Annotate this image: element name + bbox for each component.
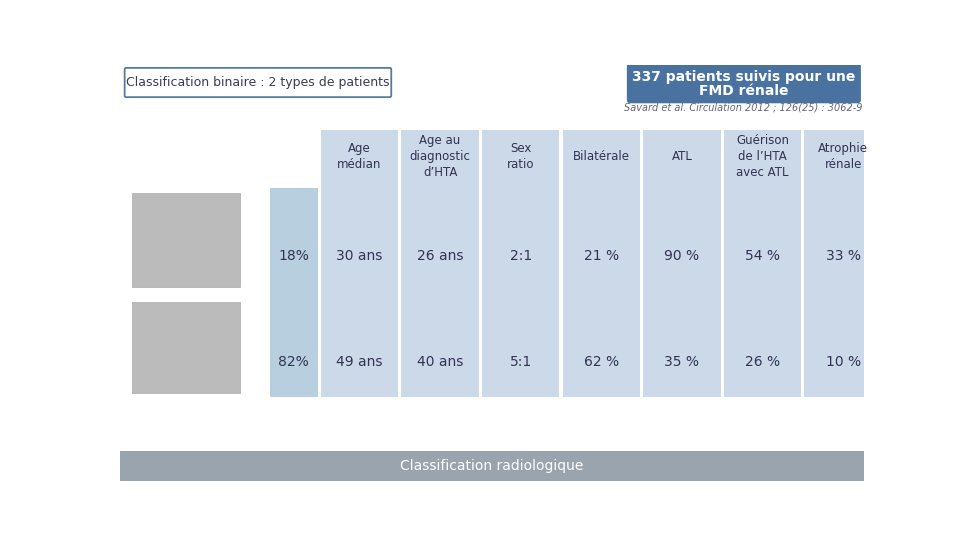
FancyBboxPatch shape	[627, 63, 861, 103]
Text: 18%: 18%	[278, 248, 309, 262]
Bar	[132, 302, 240, 393]
Bar	[563, 130, 640, 397]
Text: 62 %: 62 %	[584, 355, 619, 369]
Text: 35 %: 35 %	[664, 355, 700, 369]
Bar	[132, 193, 240, 287]
Text: 33 %: 33 %	[826, 248, 860, 262]
Text: Classification radiologique: Classification radiologique	[400, 459, 584, 473]
Bar	[804, 130, 882, 397]
Text: 90 %: 90 %	[664, 248, 700, 262]
Text: 54 %: 54 %	[745, 248, 780, 262]
Text: 5:1: 5:1	[510, 355, 532, 369]
Text: Bilatérale: Bilatérale	[573, 150, 630, 163]
Bar	[482, 130, 560, 397]
Text: Age
médian: Age médian	[337, 142, 382, 171]
Bar	[724, 130, 802, 397]
Bar	[401, 130, 479, 397]
Text: Atrophie
rénale: Atrophie rénale	[818, 142, 868, 171]
Text: Sex
ratio: Sex ratio	[507, 142, 535, 171]
Bar	[120, 451, 864, 481]
Text: 49 ans: 49 ans	[336, 355, 383, 369]
Text: 40 ans: 40 ans	[417, 355, 464, 369]
Text: FMD rénale: FMD rénale	[699, 84, 788, 98]
Text: 82%: 82%	[278, 355, 309, 369]
Bar	[321, 130, 398, 397]
Text: 337 patients suivis pour une: 337 patients suivis pour une	[633, 70, 855, 84]
Text: 2:1: 2:1	[510, 248, 532, 262]
Text: ATL: ATL	[671, 150, 692, 163]
Bar	[643, 130, 721, 397]
FancyBboxPatch shape	[125, 68, 392, 97]
Text: Classification binaire : 2 types de patients: Classification binaire : 2 types de pati…	[126, 76, 390, 89]
Text: 26 %: 26 %	[745, 355, 780, 369]
Text: 10 %: 10 %	[826, 355, 860, 369]
Text: Savard et al. Circulation 2012 ; 126(25) : 3062-9: Savard et al. Circulation 2012 ; 126(25)…	[624, 103, 862, 113]
Text: Guérison
de l’HTA
avec ATL: Guérison de l’HTA avec ATL	[736, 134, 789, 179]
Text: Age au
diagnostic
d’HTA: Age au diagnostic d’HTA	[410, 134, 470, 179]
Text: 26 ans: 26 ans	[417, 248, 464, 262]
Bar	[270, 188, 318, 397]
Text: 21 %: 21 %	[584, 248, 619, 262]
Text: 30 ans: 30 ans	[336, 248, 383, 262]
